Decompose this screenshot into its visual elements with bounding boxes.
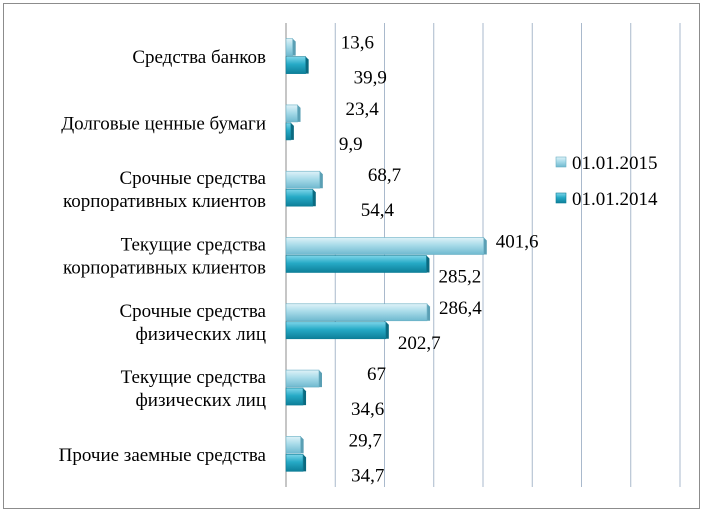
category-label: Текущие средства физических лиц xyxy=(121,367,267,411)
legend: 01.01.2015 01.01.2014 xyxy=(555,153,658,210)
bar-side xyxy=(427,303,431,321)
bar-side xyxy=(385,321,389,339)
bar-side xyxy=(312,189,316,207)
value-label: 286,4 xyxy=(439,298,482,319)
bars-group xyxy=(285,38,487,472)
value-label: 23,4 xyxy=(346,99,380,120)
bar-01.01.2014 xyxy=(285,188,314,207)
value-label: 54,4 xyxy=(361,200,395,221)
bar-01.01.2014 xyxy=(285,56,306,74)
bar-01.01.2015 xyxy=(285,38,293,56)
legend-label: 01.01.2014 xyxy=(572,189,658,210)
bar-01.01.2015 xyxy=(285,369,320,388)
category-label: Прочие заемные средства xyxy=(59,445,267,466)
category-label: Текущие средства корпоративных клиентов xyxy=(63,235,267,279)
bar-01.01.2014 xyxy=(285,387,304,406)
bar-side xyxy=(483,237,487,255)
bar-01.01.2015 xyxy=(285,303,428,322)
value-label: 34,6 xyxy=(351,399,384,420)
bar-01.01.2014 xyxy=(285,454,304,472)
category-label: Долговые ценные бумаги xyxy=(61,113,266,134)
legend-swatch xyxy=(555,192,567,204)
bar-side xyxy=(303,388,307,406)
value-label: 13,6 xyxy=(341,33,374,54)
bar-side xyxy=(319,171,323,189)
value-label: 29,7 xyxy=(349,430,382,451)
bar-side xyxy=(297,104,301,122)
category-labels: Средства банков Долговые ценные бумаги Сро… xyxy=(59,47,267,466)
gridlines xyxy=(334,23,681,487)
value-label: 68,7 xyxy=(368,165,401,186)
value-label: 202,7 xyxy=(398,333,441,354)
bar-side xyxy=(300,436,304,454)
value-label: 401,6 xyxy=(496,232,539,253)
bar-01.01.2015 xyxy=(285,104,298,123)
bar-01.01.2014 xyxy=(285,321,387,340)
bar-01.01.2015 xyxy=(285,237,485,255)
bar-side xyxy=(305,56,309,74)
legend-swatch xyxy=(555,156,567,168)
category-label: Срочные средства корпоративных клиентов xyxy=(63,168,267,212)
bar-side xyxy=(303,454,307,472)
value-label: 67 xyxy=(367,364,386,385)
bar-01.01.2015 xyxy=(285,436,301,454)
bar-side xyxy=(290,122,294,140)
value-label: 285,2 xyxy=(438,267,481,288)
value-label: 39,9 xyxy=(354,68,387,89)
legend-label: 01.01.2015 xyxy=(572,153,658,174)
bar-01.01.2014 xyxy=(285,122,292,141)
category-label: Средства банков xyxy=(132,47,266,68)
bar-side xyxy=(318,370,322,388)
category-label: Срочные средства физических лиц xyxy=(119,301,266,345)
bar-01.01.2014 xyxy=(285,255,427,273)
value-label: 9,9 xyxy=(339,134,363,155)
bar-01.01.2015 xyxy=(285,170,321,189)
value-label: 34,7 xyxy=(351,465,384,486)
value-labels: 13,6 39,9 23,4 9,968,7 54,4 401,6 285,2 286,4 20… xyxy=(339,33,539,487)
bar-side xyxy=(292,38,296,56)
bar-side xyxy=(426,255,430,273)
